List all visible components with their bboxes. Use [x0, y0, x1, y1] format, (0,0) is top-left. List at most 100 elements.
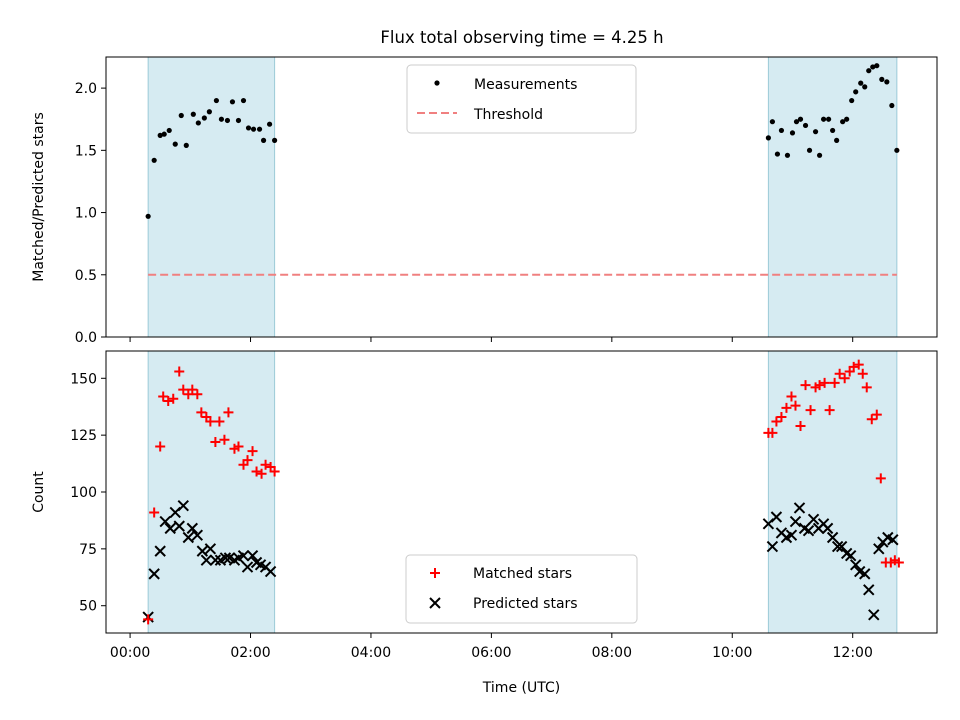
predicted-star-point: [264, 565, 277, 578]
predicted-star-point: [186, 522, 199, 535]
measurement-point: [178, 112, 184, 119]
matched-star-point: [861, 382, 872, 393]
predicted-star-point: [237, 549, 250, 562]
x-tick-label: 02:00: [230, 645, 270, 661]
matched-star-point: [848, 361, 859, 372]
measurement-point: [774, 151, 781, 157]
measurement-point: [884, 79, 890, 85]
matched-star-point: [247, 446, 258, 457]
measurement-point: [183, 142, 189, 148]
measurement-point: [240, 97, 247, 104]
measurement-point: [784, 152, 791, 158]
measurement-point: [765, 135, 771, 141]
matched-star-point: [800, 380, 811, 391]
y-tick-label: 100: [70, 485, 97, 501]
measurement-point: [235, 117, 242, 124]
predicted-star-point: [191, 529, 204, 541]
predicted-star-point: [164, 522, 176, 535]
measurement-point: [166, 127, 172, 134]
y-tick-label: 2.0: [75, 81, 97, 97]
y-tick-label: 50: [79, 599, 97, 615]
matched-star-point: [214, 416, 225, 427]
measurement-point: [844, 116, 850, 122]
top-panel: 0.0 0.5 1.0 1.5 2.0 Matched/Predicted stars Me…: [31, 56, 938, 346]
predicted-star-point: [873, 543, 885, 555]
matched-star-point: [205, 416, 216, 427]
predicted-star-point: [821, 522, 834, 535]
predicted-star-point: [807, 513, 820, 525]
predicted-star-point: [849, 559, 862, 571]
measurement-point: [820, 116, 827, 122]
matched-star-point: [857, 368, 868, 379]
measurement-point: [853, 89, 859, 95]
legend-threshold-label: Threshold: [473, 107, 543, 123]
measurement-point: [206, 109, 212, 115]
matched-star-point: [790, 400, 801, 411]
y-tick-label: 75: [79, 542, 97, 558]
measurement-point: [224, 117, 231, 124]
matched-star-point: [893, 557, 904, 568]
x-tick-label: 04:00: [351, 645, 391, 661]
matched-star-point: [251, 466, 262, 477]
matched-star-point: [795, 421, 806, 432]
measurement-point: [834, 137, 840, 143]
measurement-point: [266, 121, 273, 127]
observation-band: [147, 56, 276, 338]
matched-star-point: [786, 391, 797, 402]
predicted-star-point: [826, 531, 839, 544]
matched-star-point: [192, 389, 203, 400]
measurement-point: [145, 213, 151, 219]
matched-star-point: [771, 416, 782, 427]
predicted-star-point: [173, 520, 185, 532]
legend-matched-label: Matched stars: [473, 566, 572, 582]
predicted-star-point: [770, 511, 783, 523]
measurement-point: [789, 130, 796, 136]
matched-star-point: [168, 393, 179, 404]
predicted-star-point: [793, 502, 806, 514]
measurement-point: [840, 119, 846, 125]
measurement-point: [874, 63, 880, 69]
x-axis-label: Time (UTC): [482, 680, 560, 696]
chart-title: Flux total observing time = 4.25 h: [380, 28, 663, 47]
measurement-point: [778, 127, 785, 134]
measurement-point: [201, 115, 207, 121]
bottom-panel: 50 75 100 125 150 Count 00:00 02:00 04:00 06:00 08…: [31, 350, 938, 696]
measurement-point: [866, 68, 872, 74]
measurement-point: [213, 97, 219, 104]
predicted-star-point: [844, 549, 857, 562]
predicted-star-point: [789, 515, 802, 528]
predicted-star-point: [887, 534, 899, 546]
predicted-star-point: [863, 584, 875, 596]
measurement-point: [151, 157, 157, 163]
measurement-point: [272, 137, 278, 143]
matched-star-point: [269, 466, 280, 477]
y-tick-label: 0.5: [75, 268, 97, 284]
matched-star-point: [233, 441, 244, 452]
measurement-point: [195, 120, 201, 126]
measurement-point: [894, 147, 900, 153]
matched-star-point: [814, 380, 825, 391]
matched-star-point: [853, 359, 864, 370]
y-tick-label: 1.0: [75, 206, 97, 222]
predicted-star-point: [182, 531, 195, 544]
measurement-point: [218, 116, 225, 122]
matched-star-point: [260, 459, 271, 470]
x-tick-label: 10:00: [712, 645, 752, 661]
measurement-point: [849, 97, 855, 104]
legend-box: [406, 64, 637, 134]
measurement-point: [229, 99, 236, 105]
x-tick-label: 08:00: [592, 645, 632, 661]
matched-star-point: [805, 405, 816, 416]
matched-star-point: [155, 441, 166, 452]
legend-measurements-marker: [434, 80, 440, 86]
measurement-point: [870, 64, 876, 70]
predicted-star-point: [154, 545, 166, 557]
matched-star-point: [767, 427, 778, 438]
predicted-star-point: [204, 543, 217, 555]
measurement-point: [816, 152, 823, 158]
measurement-point: [879, 76, 885, 82]
predicted-star-point: [831, 540, 844, 553]
predicted-star-point: [241, 561, 254, 573]
predicted-star-point: [785, 529, 798, 541]
measurement-point: [889, 102, 895, 109]
